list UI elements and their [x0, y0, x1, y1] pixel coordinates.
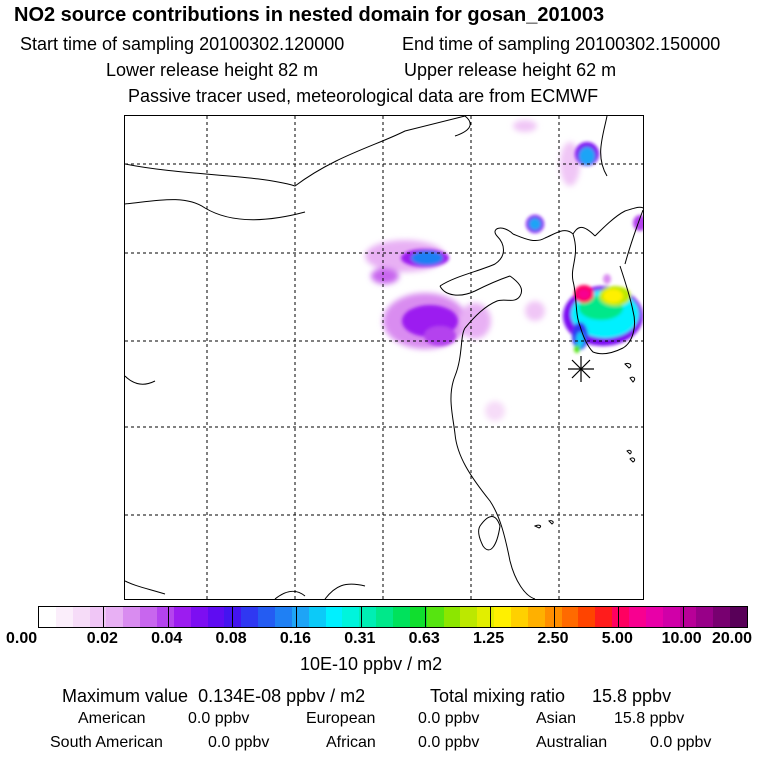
colorbar-tick-label: 0.02: [86, 630, 118, 647]
tracer-note: Passive tracer used, meteorological data…: [128, 86, 599, 106]
colorbar-swatch: [174, 607, 191, 627]
colorbar-tick-label: 0.00: [6, 630, 38, 647]
source-south-american-value: 0.0 ppbv: [208, 734, 270, 751]
receptor-star-icon: [568, 356, 594, 382]
colorbar-swatch: [393, 607, 410, 627]
source-asian-name: Asian: [536, 710, 577, 727]
colorbar-swatch: [275, 607, 292, 627]
total-mixing-value: 15.8 ppbv: [592, 686, 672, 706]
source-asian-value: 15.8 ppbv: [614, 710, 685, 727]
max-value-label: Maximum value: [62, 686, 189, 706]
colorbar-swatch: [595, 607, 612, 627]
plume-layer: [365, 120, 643, 421]
colorbar-tick-label: 20.00: [712, 630, 753, 647]
colorbar-swatch: [123, 607, 140, 627]
max-value-row: Maximum value 0.134E-08 ppbv / m2: [62, 686, 365, 707]
colorbar-swatch: [258, 607, 275, 627]
source-australian-name: Australian: [536, 734, 608, 751]
colorbar-swatch: [477, 607, 494, 627]
colorbar-swatch: [208, 607, 224, 627]
upper-release-label: Upper release height 62 m: [404, 60, 617, 80]
colorbar-swatch: [545, 607, 562, 627]
colorbar-swatch: [326, 607, 342, 627]
colorbar-swatch: [73, 607, 90, 627]
colorbar-swatch: [460, 607, 477, 627]
end-time-label: End time of sampling 20100302.150000: [402, 34, 721, 54]
source-european-value: 0.0 ppbv: [418, 710, 480, 727]
colorbar-swatch: [140, 607, 157, 627]
colorbar-swatch: [612, 607, 629, 627]
colorbar-swatch: [578, 607, 595, 627]
lower-release-label: Lower release height 82 m: [106, 60, 319, 80]
colorbar-divider: [103, 607, 104, 627]
colorbar-swatch: [56, 607, 73, 627]
gridlines: [125, 116, 643, 599]
colorbar-swatch: [292, 607, 309, 627]
colorbar-swatch: [376, 607, 393, 627]
start-time-label: Start time of sampling 20100302.120000: [20, 34, 345, 54]
colorbar-swatch: [191, 607, 208, 627]
colorbar-swatch: [427, 607, 444, 627]
colorbar-swatch: [713, 607, 730, 627]
colorbar-swatch: [562, 607, 578, 627]
colorbar-swatch: [309, 607, 326, 627]
page-title: NO2 source contributions in nested domai…: [14, 4, 605, 26]
source-european-name: European: [306, 710, 376, 727]
source-african-name: African: [326, 734, 376, 751]
colorbar-divider: [490, 607, 491, 627]
colorbar-swatch: [663, 607, 680, 627]
total-mixing-label: Total mixing ratio: [430, 686, 566, 706]
colorbar-swatch: [90, 607, 106, 627]
source-australian-value: 0.0 ppbv: [650, 734, 712, 751]
colorbar-tick-label: 0.63: [408, 630, 440, 647]
coastline-layer: [125, 116, 643, 599]
source-american-name: American: [78, 710, 146, 727]
colorbar-tick-label: 2.50: [537, 630, 569, 647]
colorbar-swatch: [342, 607, 359, 627]
colorbar-tick-label: 5.00: [601, 630, 633, 647]
source-american-value: 0.0 ppbv: [188, 710, 250, 727]
source-african-value: 0.0 ppbv: [418, 734, 480, 751]
colorbar-divider: [425, 607, 426, 627]
colorbar-tick-label: 0.31: [344, 630, 376, 647]
colorbar-swatch: [106, 607, 123, 627]
max-value: 0.134E-08 ppbv / m2: [198, 686, 366, 706]
colorbar-divider: [168, 607, 169, 627]
colorbar-swatch: [241, 607, 258, 627]
colorbar-swatch: [646, 607, 663, 627]
colorbar-swatch: [410, 607, 427, 627]
colorbar-unit: 10E-10 ppbv / m2: [300, 654, 443, 674]
colorbar-tick-label: 1.25: [472, 630, 505, 647]
colorbar-swatch: [511, 607, 528, 627]
colorbar-tick-label: 0.08: [215, 630, 247, 647]
colorbar-swatch: [528, 607, 545, 627]
colorbar-divider: [554, 607, 555, 627]
colorbar-tick-label: 10.00: [661, 630, 702, 647]
colorbar-divider: [683, 607, 684, 627]
colorbar-swatch: [494, 607, 511, 627]
colorbar-swatch: [696, 607, 713, 627]
colorbar-swatch: [359, 607, 376, 627]
map-panel: [124, 115, 644, 600]
colorbar-swatch: [39, 607, 56, 627]
colorbar-tick-label: 0.16: [279, 630, 312, 647]
colorbar-divider: [296, 607, 297, 627]
colorbar-swatch: [730, 607, 747, 627]
colorbar-swatch: [444, 607, 460, 627]
colorbar-tick-label: 0.04: [151, 630, 183, 647]
colorbar-divider: [361, 607, 362, 627]
map-canvas: [125, 116, 643, 599]
source-south-american-name: South American: [50, 734, 163, 751]
colorbar-swatch: [629, 607, 646, 627]
colorbar-divider: [618, 607, 619, 627]
colorbar: [38, 606, 748, 628]
colorbar-divider: [232, 607, 233, 627]
colorbar-swatch: [157, 607, 174, 627]
colorbar-swatch: [680, 607, 696, 627]
